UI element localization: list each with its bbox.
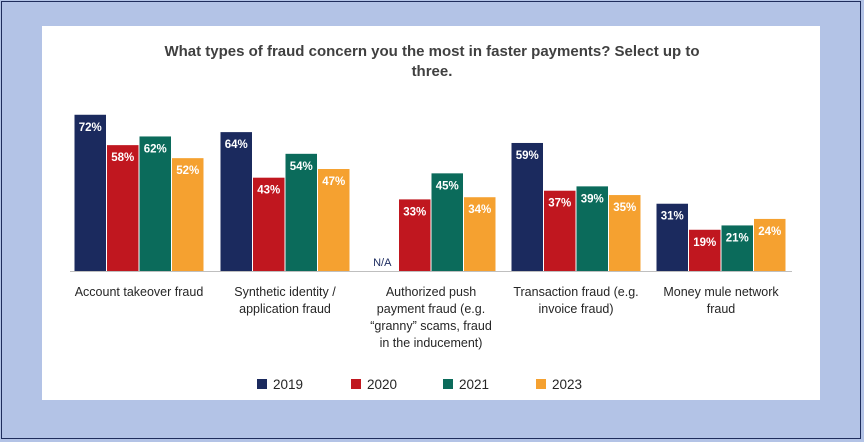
bar-2023-0	[172, 158, 204, 271]
legend-swatch-2023	[536, 379, 546, 389]
category-label: payment fraud (e.g.	[377, 302, 485, 316]
bar-2021-2	[431, 173, 463, 271]
value-label: 64%	[225, 139, 248, 151]
category-label: “granny” scams, fraud	[370, 319, 492, 333]
bar-2023-1	[318, 169, 350, 271]
bar-2019-4	[656, 203, 688, 271]
bar-2019-1	[220, 132, 252, 271]
legend-label: 2021	[459, 377, 489, 392]
bar-2023-2	[464, 197, 496, 271]
value-label: 33%	[403, 206, 426, 218]
category-label: fraud	[707, 302, 736, 316]
legend-label: 2019	[273, 377, 303, 392]
bar-2021-1	[285, 153, 317, 271]
value-label: 47%	[322, 176, 345, 188]
value-label: 62%	[144, 143, 167, 155]
legend-swatch-2020	[351, 379, 361, 389]
legend-swatch-2019	[257, 379, 267, 389]
chart-panel	[42, 26, 820, 400]
value-label: 24%	[758, 226, 781, 238]
value-label: 45%	[436, 180, 459, 192]
category-label: Synthetic identity /	[234, 285, 336, 299]
category-label: Transaction fraud (e.g.	[513, 285, 638, 299]
value-label: 54%	[290, 161, 313, 173]
value-label-na: N/A	[373, 257, 392, 269]
value-label: 39%	[581, 193, 604, 205]
value-label: 52%	[176, 165, 199, 177]
value-label: 19%	[693, 237, 716, 249]
bar-2021-3	[576, 186, 608, 271]
bar-2020-2	[399, 199, 431, 271]
bar-2020-0	[107, 145, 139, 271]
legend-label: 2020	[367, 377, 397, 392]
value-label: 72%	[79, 122, 102, 134]
category-label: invoice fraud)	[538, 302, 613, 316]
chart-title-line: What types of fraud concern you the most…	[164, 43, 699, 60]
bar-2023-3	[609, 195, 641, 271]
bar-2020-4	[689, 229, 721, 271]
category-label: in the inducement)	[380, 336, 483, 350]
bar-2019-3	[511, 142, 543, 271]
bar-2019-0	[74, 114, 106, 271]
bar-2021-0	[139, 136, 171, 271]
value-label: 35%	[613, 202, 636, 214]
value-label: 43%	[257, 185, 280, 197]
value-label: 58%	[111, 152, 134, 164]
bar-2023-4	[754, 218, 786, 271]
bar-2020-3	[544, 190, 576, 271]
category-label: Money mule network	[663, 285, 779, 299]
category-label: Authorized push	[386, 285, 476, 299]
bar-2021-4	[721, 225, 753, 271]
chart-title-line: three.	[412, 63, 453, 80]
value-label: 59%	[516, 150, 539, 162]
value-label: 34%	[468, 204, 491, 216]
value-label: 31%	[661, 211, 684, 223]
value-label: 37%	[548, 198, 571, 210]
category-label: Account takeover fraud	[75, 285, 204, 299]
legend-label: 2023	[552, 377, 582, 392]
value-label: 21%	[726, 232, 749, 244]
bar-2020-1	[253, 177, 285, 271]
category-label: application fraud	[239, 302, 331, 316]
legend-swatch-2021	[443, 379, 453, 389]
